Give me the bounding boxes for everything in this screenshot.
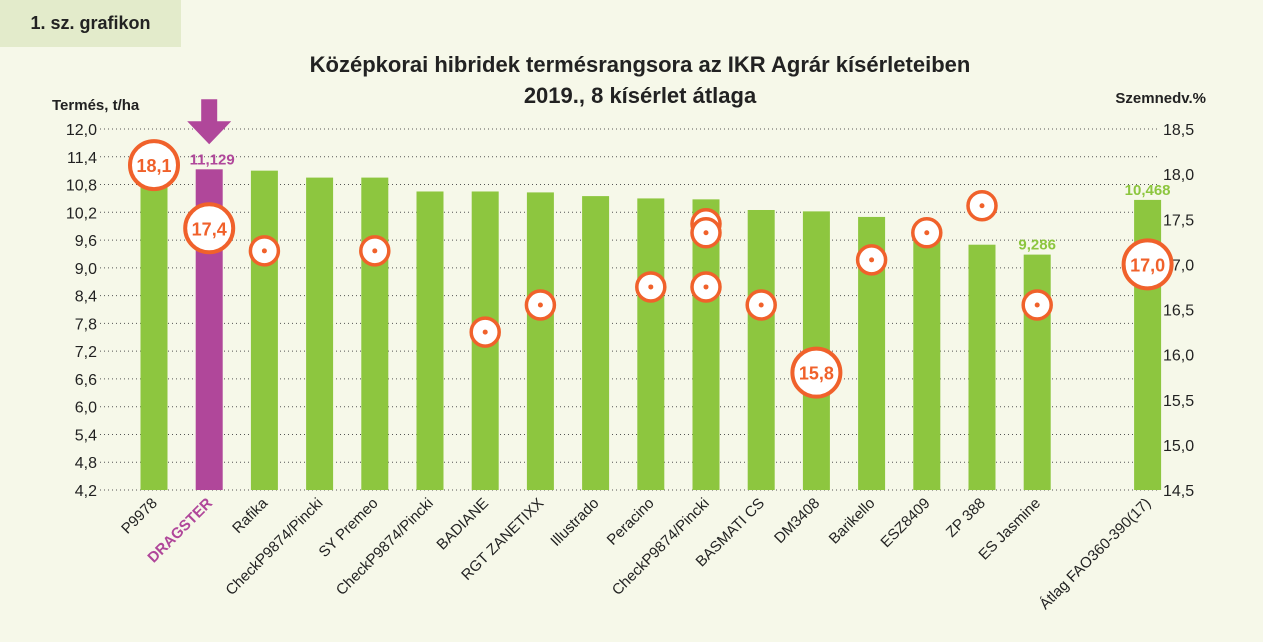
moisture-marker-dot	[924, 230, 930, 236]
y2-tick-label: 15,5	[1163, 393, 1194, 410]
x-tick-label: DM3408	[771, 495, 823, 547]
bar	[637, 198, 665, 490]
bar	[526, 192, 554, 490]
y-tick-label: 10,8	[66, 178, 97, 195]
moisture-marker-dot	[537, 302, 543, 308]
x-tick-label: P9978	[118, 495, 161, 538]
moisture-marker-dot	[261, 248, 267, 254]
y-tick-label: 10,2	[66, 205, 97, 222]
moisture-markers: 18,1 17,4 15,8 17,0	[128, 139, 1174, 399]
y-tick-label: 7,8	[75, 316, 97, 333]
y2-tick-label: 17,5	[1163, 212, 1194, 229]
y-axis-label: Termés, t/ha	[52, 97, 140, 114]
moisture-marker-dot	[979, 203, 985, 209]
y-tick-label: 5,4	[75, 427, 97, 444]
x-tick-label: CheckP9874/Pincki	[333, 495, 437, 599]
moisture-marker	[790, 346, 843, 399]
x-tick-label: CheckP9874/Pincki	[609, 495, 713, 599]
moisture-marker-dot	[703, 284, 709, 290]
bar	[140, 162, 168, 491]
moisture-label: 15,8	[799, 364, 834, 384]
figure-tag: 1. sz. grafikon	[0, 0, 181, 47]
x-tick-label: Barikello	[826, 495, 879, 548]
chart-title: Középkorai hibridek termésrangsora az IK…	[310, 52, 971, 77]
x-tick-label: ZP 388	[943, 495, 989, 541]
y-tick-label: 12,0	[66, 122, 97, 139]
moisture-marker-dot	[703, 230, 709, 236]
y2-tick-label: 18,5	[1163, 122, 1194, 139]
y-tick-label: 4,2	[75, 483, 97, 500]
moisture-marker-dot	[648, 284, 654, 290]
highlight-arrow	[187, 99, 232, 145]
y2-axis-ticks: 18,518,017,517,016,516,015,515,014,5	[1163, 122, 1194, 500]
y-tick-label: 6,0	[75, 400, 97, 417]
chart-subtitle: 2019., 8 kísérlet átlaga	[524, 83, 757, 108]
y-tick-label: 11,4	[67, 150, 97, 167]
bar	[250, 170, 278, 490]
bar	[582, 196, 610, 490]
y-tick-label: 6,6	[75, 372, 97, 389]
moisture-label: 17,0	[1130, 255, 1165, 275]
moisture-marker-dot	[869, 257, 875, 263]
moisture-marker	[183, 202, 236, 255]
y2-tick-label: 15,0	[1163, 438, 1194, 455]
y-tick-label: 9,6	[75, 233, 97, 250]
x-tick-label: Átlag FAO360-390(17)	[1036, 495, 1154, 613]
y-tick-label: 4,8	[75, 455, 97, 472]
bar	[306, 177, 334, 490]
x-tick-label: CheckP9874/Pincki	[222, 495, 326, 599]
y2-tick-label: 14,5	[1163, 483, 1194, 500]
x-tick-label: Illustrado	[547, 495, 602, 550]
y2-tick-label: 16,5	[1163, 303, 1194, 320]
y-tick-label: 8,4	[75, 289, 97, 306]
x-tick-label: Peracino	[604, 495, 658, 549]
moisture-marker-dot	[482, 329, 488, 335]
moisture-marker-dot	[758, 302, 764, 308]
moisture-marker	[128, 139, 180, 192]
bar-value-label: 11,129	[190, 151, 235, 168]
bar	[968, 244, 996, 490]
bar	[747, 209, 775, 490]
bar	[416, 191, 444, 490]
y-axis-ticks: 12,0 11,4 10,8 10,2 9,6 9,0 8,4 7,8 7,2 6,6 6,0 5,4…	[66, 122, 97, 500]
y2-tick-label: 18,0	[1163, 167, 1194, 184]
bars	[140, 162, 1162, 491]
moisture-label: 18,1	[136, 156, 171, 176]
y2-tick-label: 16,0	[1163, 348, 1194, 365]
down-arrow-icon	[187, 99, 232, 145]
x-tick-label: Rafika	[229, 494, 272, 537]
bar	[913, 235, 941, 490]
moisture-marker	[1121, 238, 1174, 291]
moisture-marker-dot	[1034, 302, 1040, 308]
y-tick-label: 9,0	[75, 261, 97, 278]
moisture-label: 17,4	[192, 219, 227, 239]
y-tick-label: 7,2	[75, 344, 97, 361]
bar-value-label: 10,468	[1125, 182, 1171, 199]
x-tick-label: BADIANE	[433, 495, 492, 554]
value-labels: 11,129 9,286 10,468	[190, 151, 1171, 253]
x-tick-label: ESZ8409	[877, 495, 933, 551]
bar-value-label: 9,286	[1018, 237, 1056, 254]
y2-axis-label: Szemnedv.%	[1115, 90, 1206, 107]
moisture-marker-dot	[372, 248, 378, 254]
bar	[361, 177, 389, 490]
